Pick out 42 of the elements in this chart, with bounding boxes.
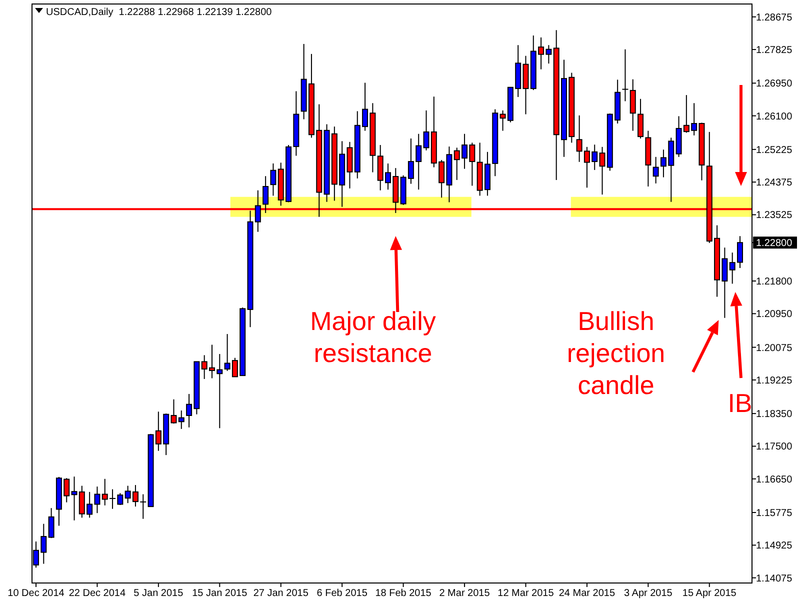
- annotation: Major daily resistance: [310, 306, 436, 368]
- y-tick-label: 1.26950: [756, 78, 793, 90]
- x-tick-label: 6 Feb 2015: [316, 588, 368, 599]
- x-tick-label: 10 Dec 2014: [8, 588, 65, 599]
- y-tick-label: 1.21800: [756, 276, 793, 288]
- x-tick-label: 24 Mar 2015: [558, 588, 616, 599]
- x-tick-label: 15 Jan 2015: [192, 588, 248, 599]
- x-tick-label: 3 Apr 2015: [624, 588, 673, 599]
- x-tick-label: 27 Jan 2015: [253, 588, 309, 599]
- annotation: IB: [728, 388, 752, 418]
- y-tick-label: 1.28675: [756, 12, 793, 24]
- candlestick: [652, 156, 659, 184]
- y-tick-label: 1.17500: [756, 442, 793, 453]
- y-tick-label: 1.20950: [756, 309, 793, 320]
- chart-title: USDCAD,Daily 1.22288 1.22968 1.22139 1.22800: [46, 7, 272, 18]
- x-tick-label: 5 Jan 2015: [134, 588, 184, 599]
- y-tick-label: 1.18350: [756, 409, 793, 420]
- x-tick-label: 15 Apr 2015: [682, 588, 737, 599]
- y-tick-label: 1.20075: [756, 342, 793, 354]
- x-tick-label: 22 Dec 2014: [68, 588, 126, 599]
- x-tick-label: 2 Mar 2015: [439, 588, 490, 599]
- x-tick-label: 18 Feb 2015: [375, 588, 432, 599]
- y-tick-label: 1.14075: [756, 573, 793, 584]
- y-tick-label: 1.25225: [756, 144, 793, 156]
- y-tick-label: 1.15775: [756, 508, 793, 519]
- y-tick-label: 1.16650: [756, 474, 793, 486]
- candlestick: [630, 78, 636, 132]
- candlestick: [178, 410, 184, 430]
- candlestick: [270, 162, 276, 196]
- candlestick: [638, 98, 644, 139]
- y-tick-label: 1.27825: [756, 45, 793, 56]
- candlestick: [48, 508, 54, 539]
- candlestick: [622, 48, 629, 102]
- y-tick-label: 1.24375: [756, 178, 793, 189]
- x-tick-label: 12 Mar 2015: [498, 588, 554, 599]
- y-tick-label: 1.26100: [756, 111, 793, 122]
- y-tick-label: 1.23525: [756, 210, 793, 222]
- y-tick-label: 1.22800: [756, 238, 793, 250]
- y-tick-label: 1.19225: [756, 375, 793, 386]
- candlestick: [262, 176, 269, 214]
- annotation: Bullish rejection candle: [566, 306, 666, 400]
- y-tick-label: 1.14925: [756, 540, 793, 552]
